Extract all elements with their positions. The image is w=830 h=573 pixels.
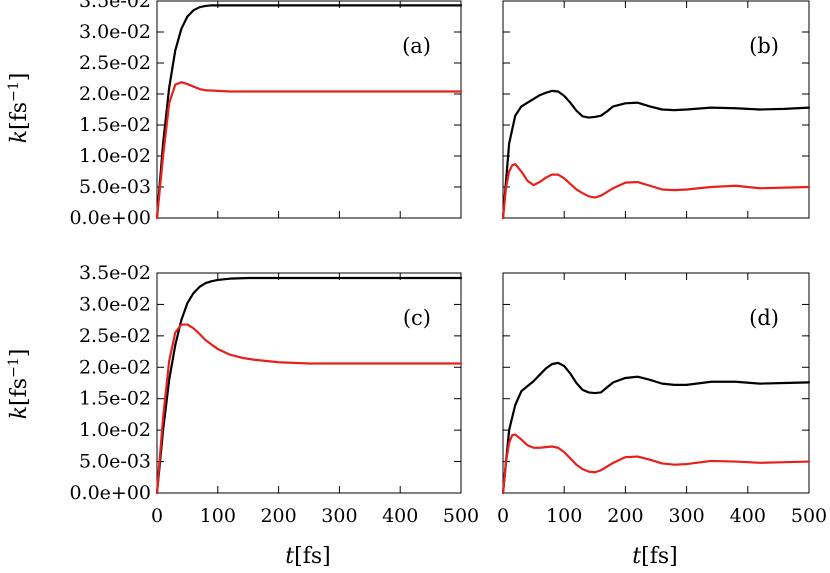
x-tick-label: 200 <box>607 505 643 527</box>
x-tick-label: 100 <box>546 505 582 527</box>
xlabel-var: t <box>285 544 294 569</box>
ylabel-exp: −1 <box>6 81 22 102</box>
panel-frame <box>156 272 462 494</box>
x-tick-label: 0 <box>151 505 163 527</box>
x-tick-label: 400 <box>730 505 766 527</box>
y-tick-label: 0.0e+00 <box>69 482 151 504</box>
y-tick-label: 1.5e-02 <box>79 388 151 410</box>
panel-label: (b) <box>749 34 779 58</box>
series-line-black <box>501 361 811 495</box>
series-line-red <box>155 323 463 495</box>
ylabel-exp: −1 <box>6 357 22 378</box>
xlabel-unit: [fs] <box>294 544 331 569</box>
y-tick-label: 3.5e-02 <box>79 262 151 284</box>
x-tick-label: 500 <box>443 505 479 527</box>
series-line-red <box>501 433 811 495</box>
ylabel-var: k <box>7 130 32 143</box>
y-tick-label: 2.5e-02 <box>79 325 151 347</box>
y-axis-title-bottom: k[fs−1] <box>6 349 32 420</box>
panel-a: 0.0e+00 5.0e-03 1.0e-02 1.5e-02 2.0e-02 2.5e-… <box>69 0 463 229</box>
panel-c: 0.0e+00 5.0e-03 1.0e-02 1.5e-02 2.0e-02 2.5e-… <box>69 262 479 527</box>
y-tick-label: 0.0e+00 <box>69 207 151 229</box>
y-tick-label: 5.0e-03 <box>79 451 151 473</box>
y-tick-label: 3.0e-02 <box>79 21 151 43</box>
x-tick-label: 100 <box>200 505 236 527</box>
series-line-black <box>155 4 463 220</box>
x-tick-label: 0 <box>497 505 509 527</box>
y-tick-label: 2.0e-02 <box>79 356 151 378</box>
series-line-red <box>155 81 463 220</box>
ylabel-close: ] <box>7 73 32 82</box>
xlabel-unit: [fs] <box>641 544 678 569</box>
panel-label: (d) <box>749 306 779 330</box>
x-axis-title-left: t[fs] <box>285 544 330 569</box>
y-tick-label: 2.5e-02 <box>79 52 151 74</box>
x-tick-label: 300 <box>668 505 704 527</box>
x-tick-label: 200 <box>260 505 296 527</box>
x-tick-label: 400 <box>382 505 418 527</box>
y-tick-label: 1.5e-02 <box>79 114 151 136</box>
xlabel-var: t <box>632 544 641 569</box>
y-tick-label: 1.0e-02 <box>79 419 151 441</box>
y-tick-label: 5.0e-03 <box>79 176 151 198</box>
y-tick-label: 3.0e-02 <box>79 293 151 315</box>
y-tick-label: 3.5e-02 <box>79 0 151 12</box>
y-axis-title-top: k[fs−1] <box>6 73 32 144</box>
series-line-red <box>501 162 811 220</box>
ylabel-unit: [fs <box>7 102 32 130</box>
y-tick-label: 2.0e-02 <box>79 83 151 105</box>
ylabel-unit: [fs <box>7 378 32 406</box>
panel-d: 0 100 200 300 400 500 (d) <box>497 272 827 527</box>
series-line-black <box>155 276 463 495</box>
panel-frame <box>156 0 462 219</box>
panels: 0.0e+00 5.0e-03 1.0e-02 1.5e-02 2.0e-02 2.5e-… <box>69 0 827 527</box>
ylabel-var: k <box>7 406 32 419</box>
panel-label: (c) <box>403 306 431 330</box>
y-tick-label: 1.0e-02 <box>79 145 151 167</box>
x-tick-label: 500 <box>791 505 827 527</box>
panel-b: (b) <box>501 0 811 220</box>
x-tick-label: 300 <box>321 505 357 527</box>
ylabel-close: ] <box>7 349 32 358</box>
panel-frame <box>502 0 810 219</box>
series-line-black <box>501 89 811 220</box>
x-axis-title-right: t[fs] <box>632 544 677 569</box>
panel-label: (a) <box>402 34 431 58</box>
